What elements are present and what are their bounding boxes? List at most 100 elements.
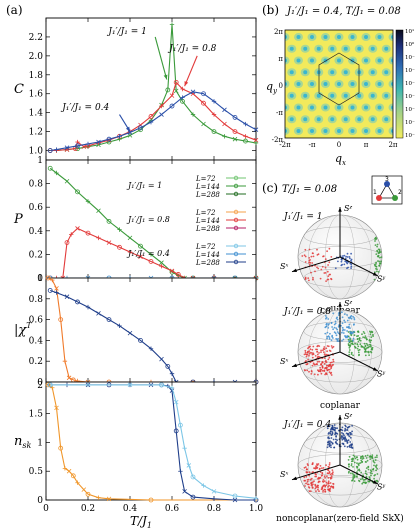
colorbar-tick: 10⁻⁶ <box>405 119 415 126</box>
data-point <box>222 121 227 127</box>
data-point <box>232 115 238 120</box>
data-point <box>58 317 64 323</box>
data-point <box>75 480 80 485</box>
lattice-label-3: 3 <box>385 176 389 183</box>
data-point <box>54 170 59 176</box>
data-point <box>201 91 206 97</box>
data-point <box>169 22 175 27</box>
data-point <box>50 277 55 283</box>
legend-entry-label: L=288 <box>195 191 220 199</box>
data-point <box>66 375 72 381</box>
panel-b-ticks: -2π -π 0 π 2π 2π π 0 -π -2π <box>272 28 398 149</box>
legend-group-title: J₁′/J₁ = 1 <box>126 181 162 190</box>
panel-a-label: (a) <box>6 3 23 17</box>
colorbar-tick: 10⁻⁷ <box>405 132 415 139</box>
data-point <box>106 496 112 502</box>
data-point <box>75 189 80 195</box>
panel-c-title: T/J₁ = 0.08 <box>282 184 337 195</box>
plot-frame <box>45 17 257 161</box>
y-tick-label: 0.4 <box>29 227 44 237</box>
data-point <box>117 227 122 232</box>
sphere-caption: coplanar <box>320 401 361 411</box>
colorbar-tick: 10⁻² <box>405 67 415 74</box>
data-point <box>232 136 238 142</box>
data-point <box>253 137 259 143</box>
legend-group-title: J₁′/J₁ = 0.8 <box>126 215 170 224</box>
y-axis-label: C <box>14 82 24 97</box>
data-point <box>159 356 164 362</box>
data-point <box>148 346 154 351</box>
data-point <box>64 240 70 246</box>
data-point <box>165 363 171 369</box>
data-point <box>180 95 185 100</box>
series-line <box>50 384 257 499</box>
panel-b-ytick: 2π <box>274 28 283 36</box>
plot-frame <box>45 381 257 501</box>
x-tick-label: 0.4 <box>123 504 138 514</box>
panel-b-ytick: -π <box>276 109 283 117</box>
sphere-ratio-label: J₁′/J₁ = 1 <box>282 212 323 222</box>
annotation-label: J₁′/J₁ = 0.4 <box>60 103 109 113</box>
data-point <box>45 275 51 281</box>
data-point <box>148 497 154 503</box>
data-point <box>211 112 217 117</box>
y-tick-label: 0 <box>37 274 43 284</box>
data-point <box>58 445 64 451</box>
data-point <box>211 489 217 494</box>
data-point <box>62 359 68 364</box>
brillouin-zone-hexagon <box>318 52 360 106</box>
colorbar-tick: 10⁻⁵ <box>405 106 415 113</box>
spin-axis <box>291 256 341 273</box>
legend-entry-label: L=72 <box>195 243 216 251</box>
data-point <box>75 226 80 231</box>
y-tick-label: 0.6 <box>29 316 44 326</box>
data-point <box>177 422 183 428</box>
data-point <box>211 99 217 104</box>
y-tick-label: 0 <box>37 496 43 506</box>
plot-a1: 1.0 1.2 1.4 1.6 1.8 2.0 2.2 C J₁′/J₁ = 1 J₁′/J₁ =… <box>14 17 259 161</box>
data-point <box>182 445 187 451</box>
data-point <box>190 474 196 480</box>
data-point <box>45 382 51 388</box>
y-tick-label: 1.5 <box>29 410 44 420</box>
panel-c-label: (c) <box>262 181 278 195</box>
legend-entry-label: L=144 <box>195 251 220 259</box>
data-point <box>169 103 175 109</box>
data-point <box>85 230 91 236</box>
data-point <box>253 140 259 146</box>
colorbar-tick: 10⁻¹ <box>405 54 415 61</box>
annotation-arrow <box>154 36 168 80</box>
panel-b-xlabel: qx <box>335 152 346 167</box>
legend-entry-label: L=288 <box>195 259 220 267</box>
data-point <box>243 134 248 139</box>
data-point <box>54 286 59 291</box>
series-line <box>47 384 256 501</box>
plot-frame <box>45 277 257 383</box>
legend-entry-label: L=144 <box>195 183 220 191</box>
data-point <box>173 399 179 405</box>
data-point <box>47 288 53 293</box>
panel-b-ytick: -2π <box>272 136 284 144</box>
colorbar-tick: 10⁰ <box>405 41 415 48</box>
triangle-lattice-inset: 3 1 2 <box>371 175 403 205</box>
panel-b-title: J₁′/J₁ = 0.4, T/J₁ = 0.08 <box>285 6 401 17</box>
spin-axis-label: Sˣ <box>280 262 288 271</box>
data-point <box>96 311 101 316</box>
data-point <box>169 93 175 98</box>
data-point <box>106 218 112 224</box>
annotation-label: J₁′/J₁ = 0.8 <box>167 44 216 54</box>
data-point <box>81 487 87 492</box>
data-point <box>127 130 133 135</box>
panel-b-xtick: -2π <box>279 141 291 149</box>
data-point <box>201 100 206 106</box>
spin-axis-label: Sᶻ <box>344 204 352 213</box>
spin-axis <box>339 464 379 485</box>
data-point <box>85 491 91 497</box>
data-point <box>173 88 179 94</box>
sublattice-2-dot <box>392 195 398 201</box>
data-point <box>75 143 80 149</box>
data-point <box>54 147 59 152</box>
